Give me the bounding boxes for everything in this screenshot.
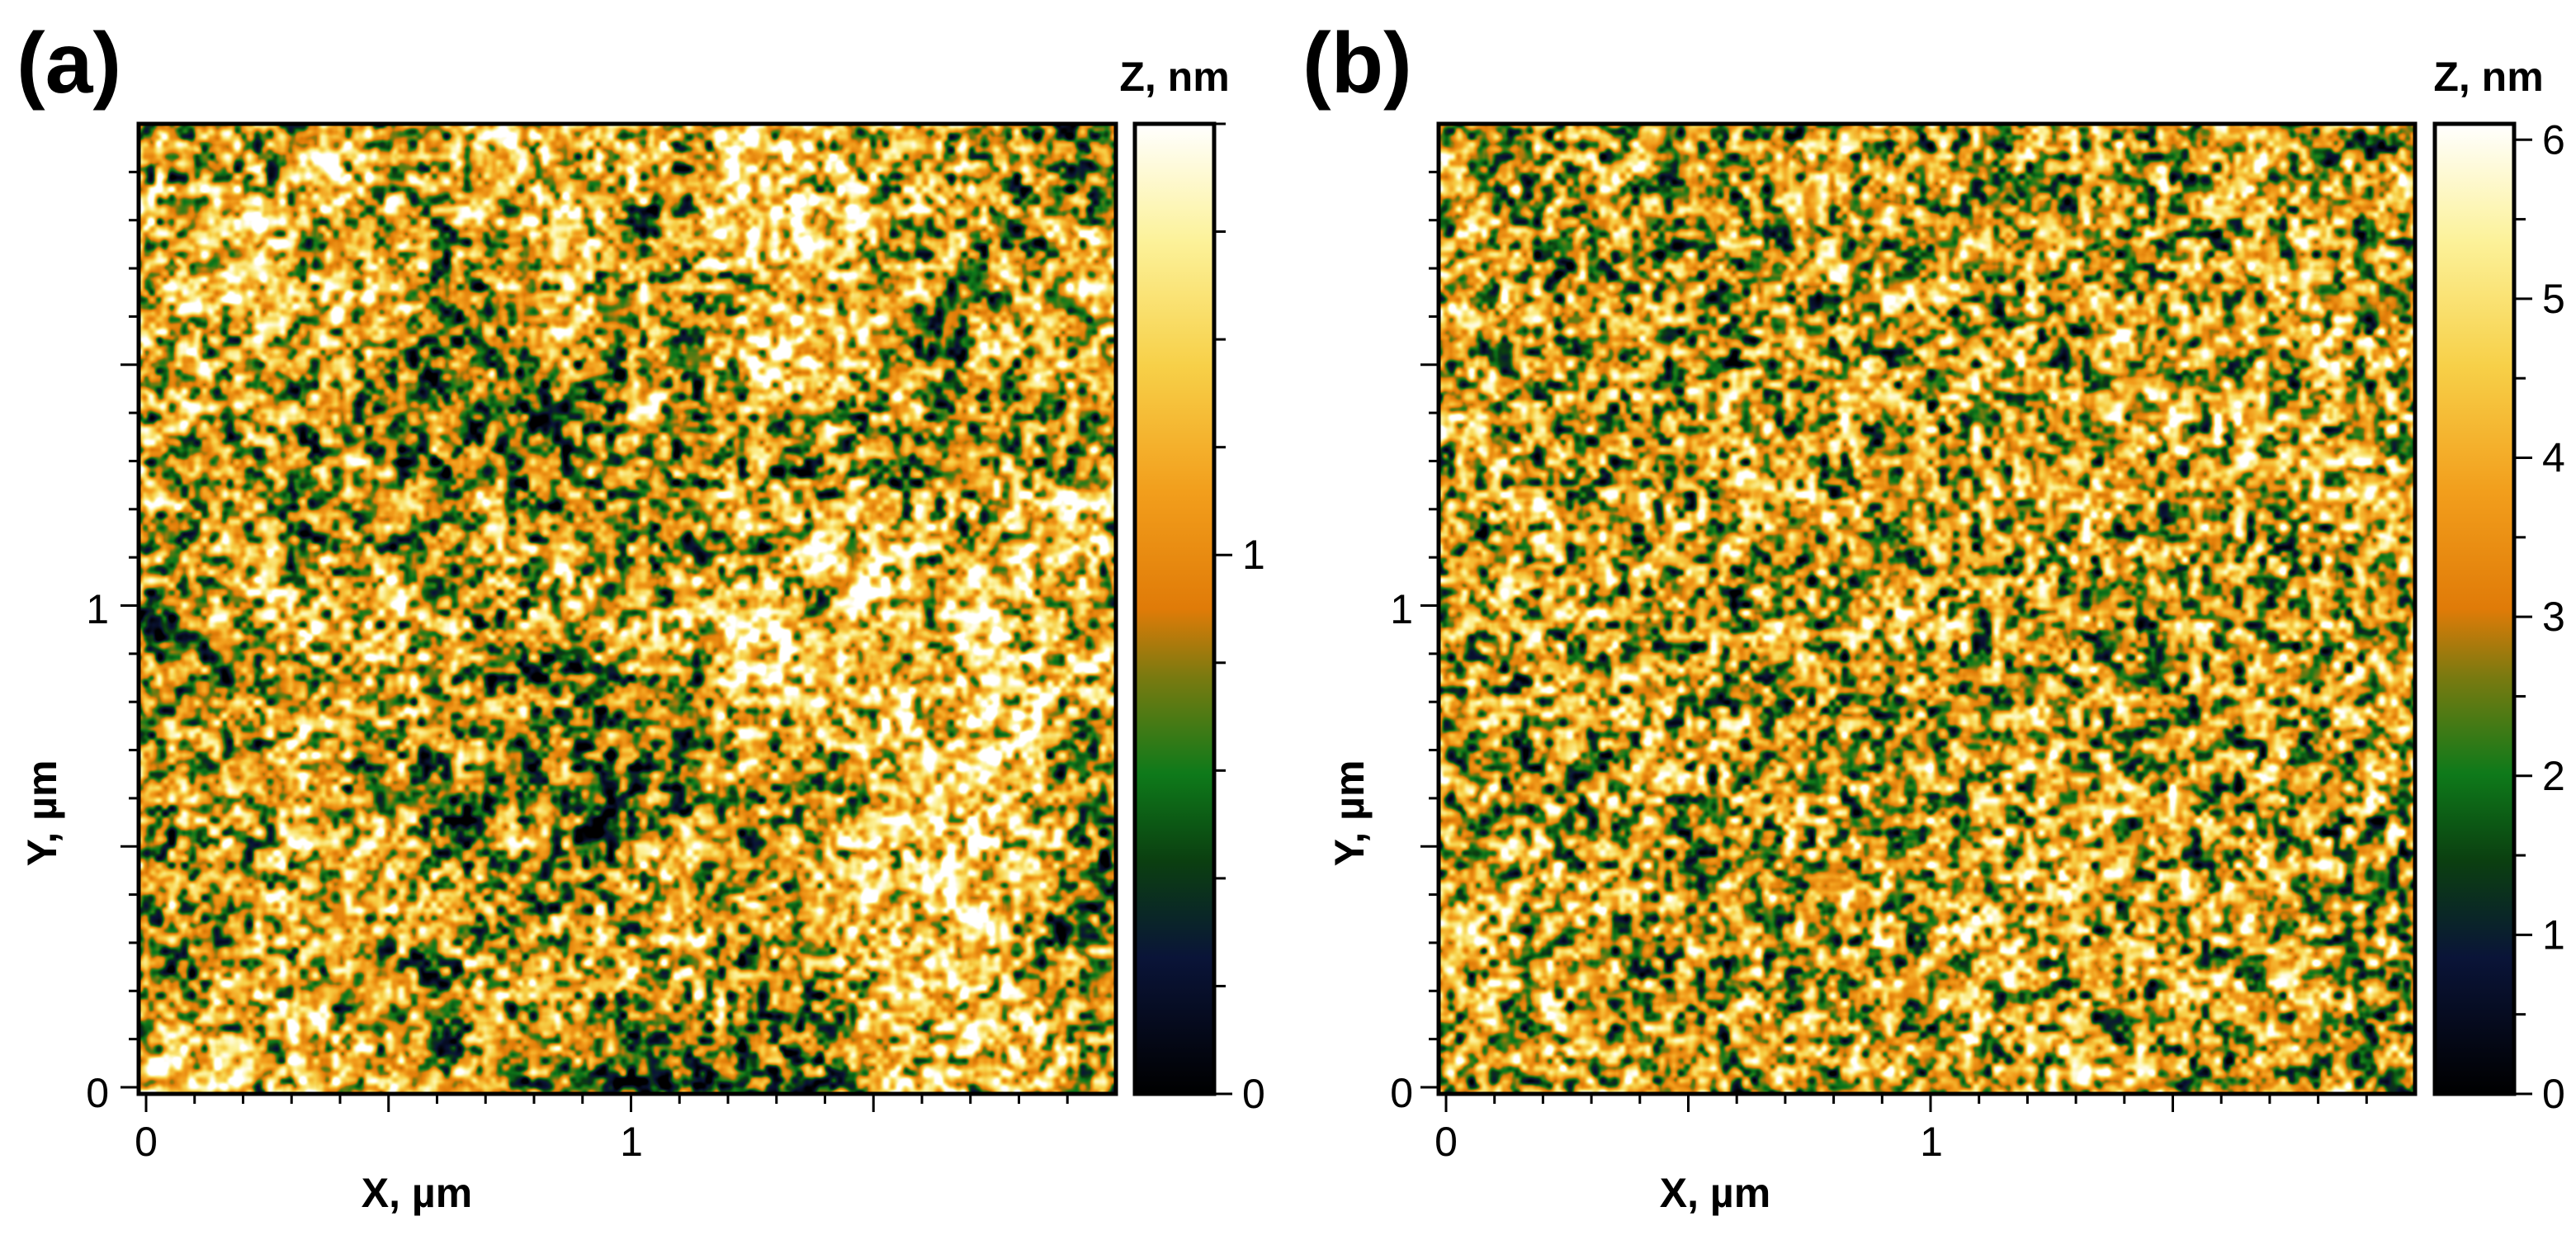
panel-a-map-frame xyxy=(136,121,1118,1096)
panel-a-colorbar-tick-label: 0 xyxy=(1242,1071,1265,1117)
panel-b-colorbar-frame xyxy=(2432,121,2517,1096)
panel-b-map-frame xyxy=(1436,121,2418,1096)
panel-b-y-tick-0: 0 xyxy=(1390,1070,1413,1116)
panel-b-colorbar-gradient xyxy=(2435,124,2514,1094)
panel-b-colorbar-tick-label: 5 xyxy=(2542,276,2565,322)
panel-a-x-axis-title: X, µm xyxy=(362,1170,472,1216)
panel-a-axes xyxy=(121,170,1069,1112)
panel-a-colorbar-gradient xyxy=(1135,124,1214,1094)
panel-b-colorbar-tick-label: 0 xyxy=(2542,1071,2565,1117)
panel-a-label: (a) xyxy=(17,16,121,111)
panel-a-colorbar-frame xyxy=(1132,121,1217,1096)
panel-b-y-axis-title: Y, µm xyxy=(1326,760,1373,867)
panel-a-colorbar-title: Z, nm xyxy=(1119,54,1229,100)
panel-b-axes xyxy=(1420,170,2368,1112)
panel-b-heatmap xyxy=(1439,124,2415,1094)
panel-b-colorbar-tick-label: 6 xyxy=(2542,116,2565,163)
panel-b-colorbar-tick-label: 2 xyxy=(2542,753,2565,799)
panel-b-colorbar-ticks: 0 1 2 3 4 5 6 xyxy=(2514,116,2565,1117)
panel-b-x-tick-0: 0 xyxy=(1435,1119,1458,1165)
panel-b-colorbar-title: Z, nm xyxy=(2433,54,2543,100)
panel-a: (a) 0 1 X, µm 0 1 Y, µm 01 Z, nm xyxy=(17,16,1265,1216)
panel-a-colorbar: 01 Z, nm xyxy=(1119,54,1264,1117)
panel-b-y-tick-1: 1 xyxy=(1390,586,1413,632)
panel-a-heatmap xyxy=(139,124,1116,1094)
panel-b-colorbar-tick-label: 4 xyxy=(2542,435,2565,481)
panel-a-y-axis-title: Y, µm xyxy=(19,760,65,867)
panel-a-map xyxy=(136,121,1118,1096)
panel-b: (b) 0 1 X, µm 0 1 Y, µm 0 1 2 3 4 5 6 Z, nm xyxy=(1302,16,2565,1216)
panel-a-y-tick-1: 1 xyxy=(86,586,109,632)
panel-a-colorbar-ticks: 01 xyxy=(1214,122,1265,1117)
panel-b-colorbar-tick-label: 3 xyxy=(2542,594,2565,640)
panel-b-colorbar: 0 1 2 3 4 5 6 Z, nm xyxy=(2432,54,2565,1117)
panel-b-x-axis-title: X, µm xyxy=(1660,1170,1770,1216)
panel-a-y-tick-0: 0 xyxy=(86,1070,109,1116)
panel-a-x-tick-0: 0 xyxy=(135,1119,158,1165)
panel-b-label: (b) xyxy=(1302,16,1412,111)
panel-b-x-tick-1: 1 xyxy=(1920,1119,1943,1165)
panel-a-colorbar-tick-label: 1 xyxy=(1242,532,1265,578)
panel-b-colorbar-tick-label: 1 xyxy=(2542,911,2565,958)
panel-a-x-tick-1: 1 xyxy=(620,1119,643,1165)
panel-b-map xyxy=(1436,121,2418,1096)
